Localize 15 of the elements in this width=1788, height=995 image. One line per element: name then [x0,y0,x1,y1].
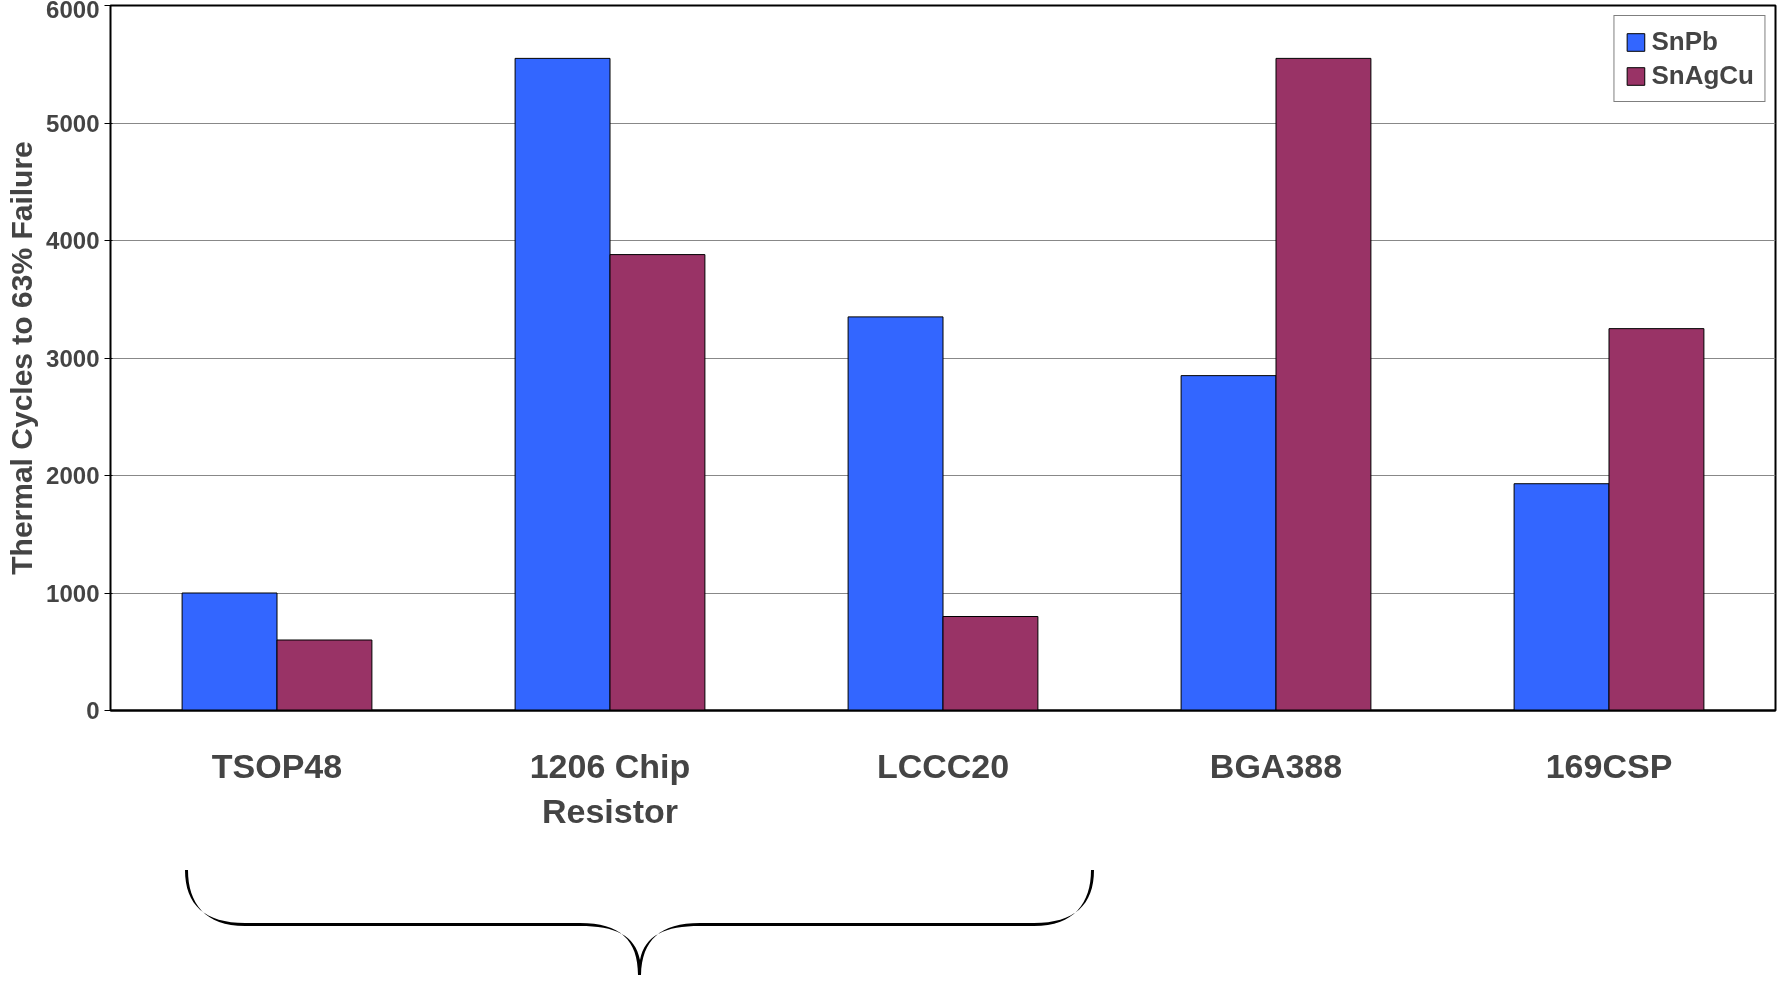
y-tick-label: 3000 [46,344,100,372]
y-tick-label: 0 [86,697,100,724]
y-tick-label: 1000 [46,579,100,607]
y-tick-label: 2000 [46,462,100,489]
y-tick-label: 6000 [46,0,100,23]
y-tick-label: 4000 [46,227,100,254]
x-tick-label: 1206 Chip Resistor [529,746,691,831]
x-tick-label: TSOP48 [211,746,343,785]
y-tick-label: 5000 [46,109,100,137]
x-tick-label: LCCC20 [876,746,1010,785]
legend-label: SnPb [1651,26,1718,57]
y-axis-title: Thermal Cycles to 63% Failure [5,141,39,575]
x-tick-label: 169CSP [1545,746,1673,785]
legend-label: SnAgCu [1651,60,1754,91]
x-tick-label: BGA388 [1209,746,1343,785]
